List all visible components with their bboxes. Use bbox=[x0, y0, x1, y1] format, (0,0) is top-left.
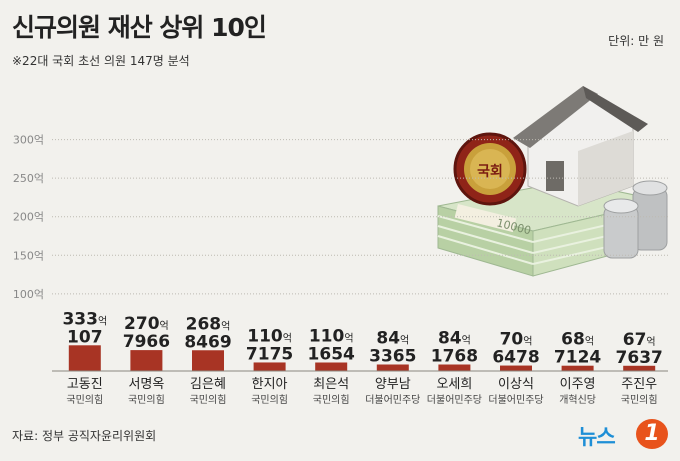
value-label-eok: 333억 bbox=[62, 309, 107, 329]
value-eok-unit: 억 bbox=[344, 333, 353, 345]
x-tick-label-name: 고동진 bbox=[67, 377, 103, 392]
chart-title: 신규의원 재산 상위 10인 bbox=[12, 13, 267, 42]
source-note: 자료: 정부 공직자윤리위원회 bbox=[12, 429, 157, 443]
value-eok-unit: 억 bbox=[523, 336, 532, 348]
value-eok-number: 110 bbox=[247, 326, 283, 346]
value-eok-unit: 억 bbox=[160, 320, 169, 332]
x-tick-label-name: 최은석 bbox=[313, 377, 349, 392]
x-tick-label-name: 주진우 bbox=[621, 377, 657, 392]
house-icon bbox=[513, 86, 648, 207]
bar bbox=[561, 365, 594, 371]
value-label-eok: 70억 bbox=[500, 330, 533, 350]
x-tick-label-name: 오세희 bbox=[436, 377, 472, 392]
y-tick-label: 100억 bbox=[13, 288, 44, 301]
unit-label: 단위: 만 원 bbox=[608, 34, 664, 48]
x-tick-label-party: 국민의힘 bbox=[128, 394, 165, 406]
value-eok-unit: 억 bbox=[585, 336, 594, 348]
x-tick-label-name: 양부남 bbox=[375, 377, 411, 392]
value-eok-number: 68 bbox=[561, 330, 585, 350]
value-eok-number: 333 bbox=[62, 309, 98, 329]
logo-badge: 1 bbox=[636, 419, 668, 449]
logo-text: 뉴스 bbox=[578, 425, 616, 449]
x-tick-label-party: 국민의힘 bbox=[251, 394, 288, 406]
x-tick-label-name: 이상식 bbox=[498, 377, 534, 392]
value-eok-unit: 억 bbox=[462, 335, 471, 347]
value-label-eok: 110억 bbox=[247, 326, 292, 346]
coins-icon bbox=[603, 180, 668, 259]
bar bbox=[500, 365, 532, 371]
bar bbox=[130, 350, 163, 371]
bar bbox=[253, 362, 286, 371]
seal-text: 국회 bbox=[477, 164, 503, 180]
x-tick-label-party: 개혁신당 bbox=[559, 394, 596, 406]
x-tick-label-name: 김은혜 bbox=[190, 377, 226, 392]
value-eok-unit: 억 bbox=[646, 336, 655, 348]
value-label-eok: 67억 bbox=[623, 330, 656, 350]
news1-logo: 뉴스 1 bbox=[578, 419, 670, 451]
value-eok-number: 67 bbox=[623, 330, 647, 350]
bar bbox=[192, 350, 224, 371]
value-label-man: 7175 bbox=[246, 344, 293, 364]
value-label-eok: 270억 bbox=[124, 314, 169, 334]
value-eok-number: 70 bbox=[500, 330, 524, 350]
value-label-man: 107 bbox=[67, 327, 103, 347]
bar bbox=[623, 365, 656, 371]
value-eok-unit: 억 bbox=[221, 320, 230, 332]
y-tick-label: 300억 bbox=[13, 134, 44, 147]
value-label-eok: 110억 bbox=[309, 327, 354, 347]
bar bbox=[68, 345, 101, 371]
value-eok-number: 110 bbox=[309, 327, 345, 347]
assembly-seal-icon: 국회 bbox=[453, 132, 527, 206]
bar bbox=[438, 364, 471, 371]
value-label-eok: 84억 bbox=[376, 328, 409, 348]
x-tick-label-party: 국민의힘 bbox=[621, 394, 658, 406]
value-label-man: 7966 bbox=[123, 332, 170, 352]
value-label-man: 8469 bbox=[184, 332, 231, 352]
value-label-eok: 268억 bbox=[186, 314, 231, 334]
value-label-man: 6478 bbox=[492, 348, 539, 368]
x-tick-label-name: 한지아 bbox=[252, 377, 288, 392]
value-eok-unit: 억 bbox=[98, 315, 107, 327]
bar bbox=[376, 364, 409, 371]
value-eok-number: 268 bbox=[186, 314, 222, 334]
x-tick-label-party: 국민의힘 bbox=[190, 394, 227, 406]
bars bbox=[68, 345, 656, 371]
x-tick-label-party: 더불어민주당 bbox=[427, 394, 482, 406]
y-axis-ticks: 100억 150억 200억 250억 300억 bbox=[13, 134, 44, 301]
chart-subtitle: ※22대 국회 초선 의원 147명 분석 bbox=[12, 54, 190, 68]
x-tick-label-name: 이주영 bbox=[560, 377, 596, 392]
value-label-eok: 84억 bbox=[438, 329, 471, 349]
value-label-man: 3365 bbox=[369, 346, 416, 366]
bar bbox=[315, 362, 348, 371]
value-eok-unit: 억 bbox=[283, 332, 292, 344]
value-eok-number: 84 bbox=[438, 329, 462, 349]
x-tick-label-party: 국민의힘 bbox=[313, 394, 350, 406]
x-tick-label-name: 서명옥 bbox=[128, 377, 164, 392]
y-tick-label: 150억 bbox=[13, 249, 44, 262]
value-label-man: 1768 bbox=[431, 347, 478, 367]
value-eok-number: 84 bbox=[376, 328, 400, 348]
y-tick-label: 250억 bbox=[13, 172, 44, 185]
value-label-man: 7124 bbox=[554, 348, 601, 368]
x-tick-label-party: 더불어민주당 bbox=[365, 394, 420, 406]
value-eok-number: 270 bbox=[124, 314, 160, 334]
value-eok-unit: 억 bbox=[400, 334, 409, 346]
x-tick-label-party: 국민의힘 bbox=[66, 394, 103, 406]
money-house-illustration: 10000 국회 bbox=[437, 86, 668, 277]
grid-lines bbox=[52, 139, 668, 295]
value-label-man: 1654 bbox=[308, 345, 355, 365]
x-tick-label-party: 더불어민주당 bbox=[488, 394, 543, 406]
y-tick-label: 200억 bbox=[13, 211, 44, 224]
value-label-eok: 68억 bbox=[561, 330, 594, 350]
value-label-man: 7637 bbox=[616, 348, 663, 368]
